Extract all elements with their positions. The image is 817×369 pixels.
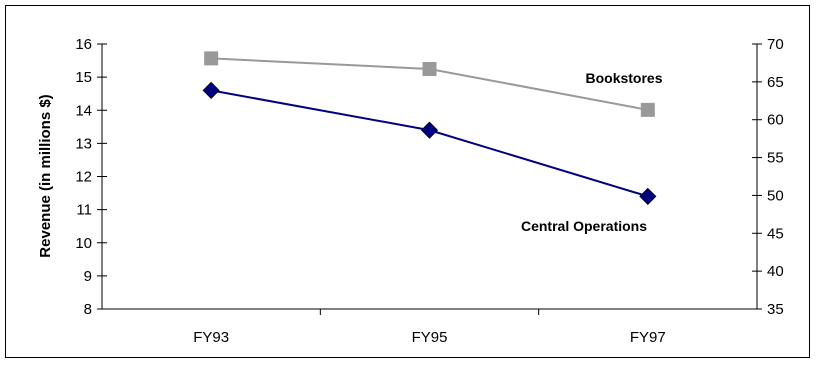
y-left-tick-label: 13 — [75, 135, 92, 152]
y-axis-title: Revenue (in millions $) — [37, 94, 54, 257]
x-tick-label: FY95 — [412, 329, 448, 346]
y-right-tick-label: 55 — [767, 150, 784, 167]
bookstores-marker — [422, 61, 437, 76]
axes-group: 8 9 10 11 12 13 14 15 16 35 40 45 50 55 60 65 70 FY93 FY95… — [75, 36, 783, 346]
central-operations-marker — [420, 121, 439, 139]
labels-group: Bookstores Central Operations — [521, 70, 663, 234]
y-left-tick-label: 15 — [75, 69, 92, 86]
bookstores-marker — [204, 51, 219, 66]
chart-border — [5, 5, 810, 358]
y-left-tick-label: 16 — [75, 36, 92, 53]
x-tick-label: FY93 — [193, 329, 229, 346]
y-left-tick-label: 8 — [84, 301, 92, 318]
central-operations-marker — [639, 187, 657, 205]
bookstores-label: Bookstores — [585, 70, 662, 86]
y-left-tick-label: 10 — [75, 235, 92, 252]
y-right-tick-label: 45 — [767, 225, 784, 242]
y-right-tick-label: 50 — [767, 187, 784, 204]
y-right-tick-label: 35 — [767, 301, 784, 318]
y-left-tick-label: 14 — [75, 102, 92, 119]
y-left-tick-label: 9 — [84, 268, 92, 285]
y-left-tick-label: 11 — [76, 202, 92, 219]
bookstores-marker — [640, 102, 655, 117]
series-group — [202, 51, 657, 205]
y-left-tick-label: 12 — [75, 169, 92, 186]
x-tick-label: FY97 — [630, 329, 666, 346]
y-right-tick-label: 65 — [767, 74, 784, 91]
y-right-tick-label: 60 — [767, 112, 784, 129]
y-right-tick-label: 40 — [767, 263, 784, 280]
central-operations-label: Central Operations — [521, 218, 647, 234]
y-right-tick-label: 70 — [767, 36, 784, 53]
central-operations-marker — [202, 81, 220, 99]
